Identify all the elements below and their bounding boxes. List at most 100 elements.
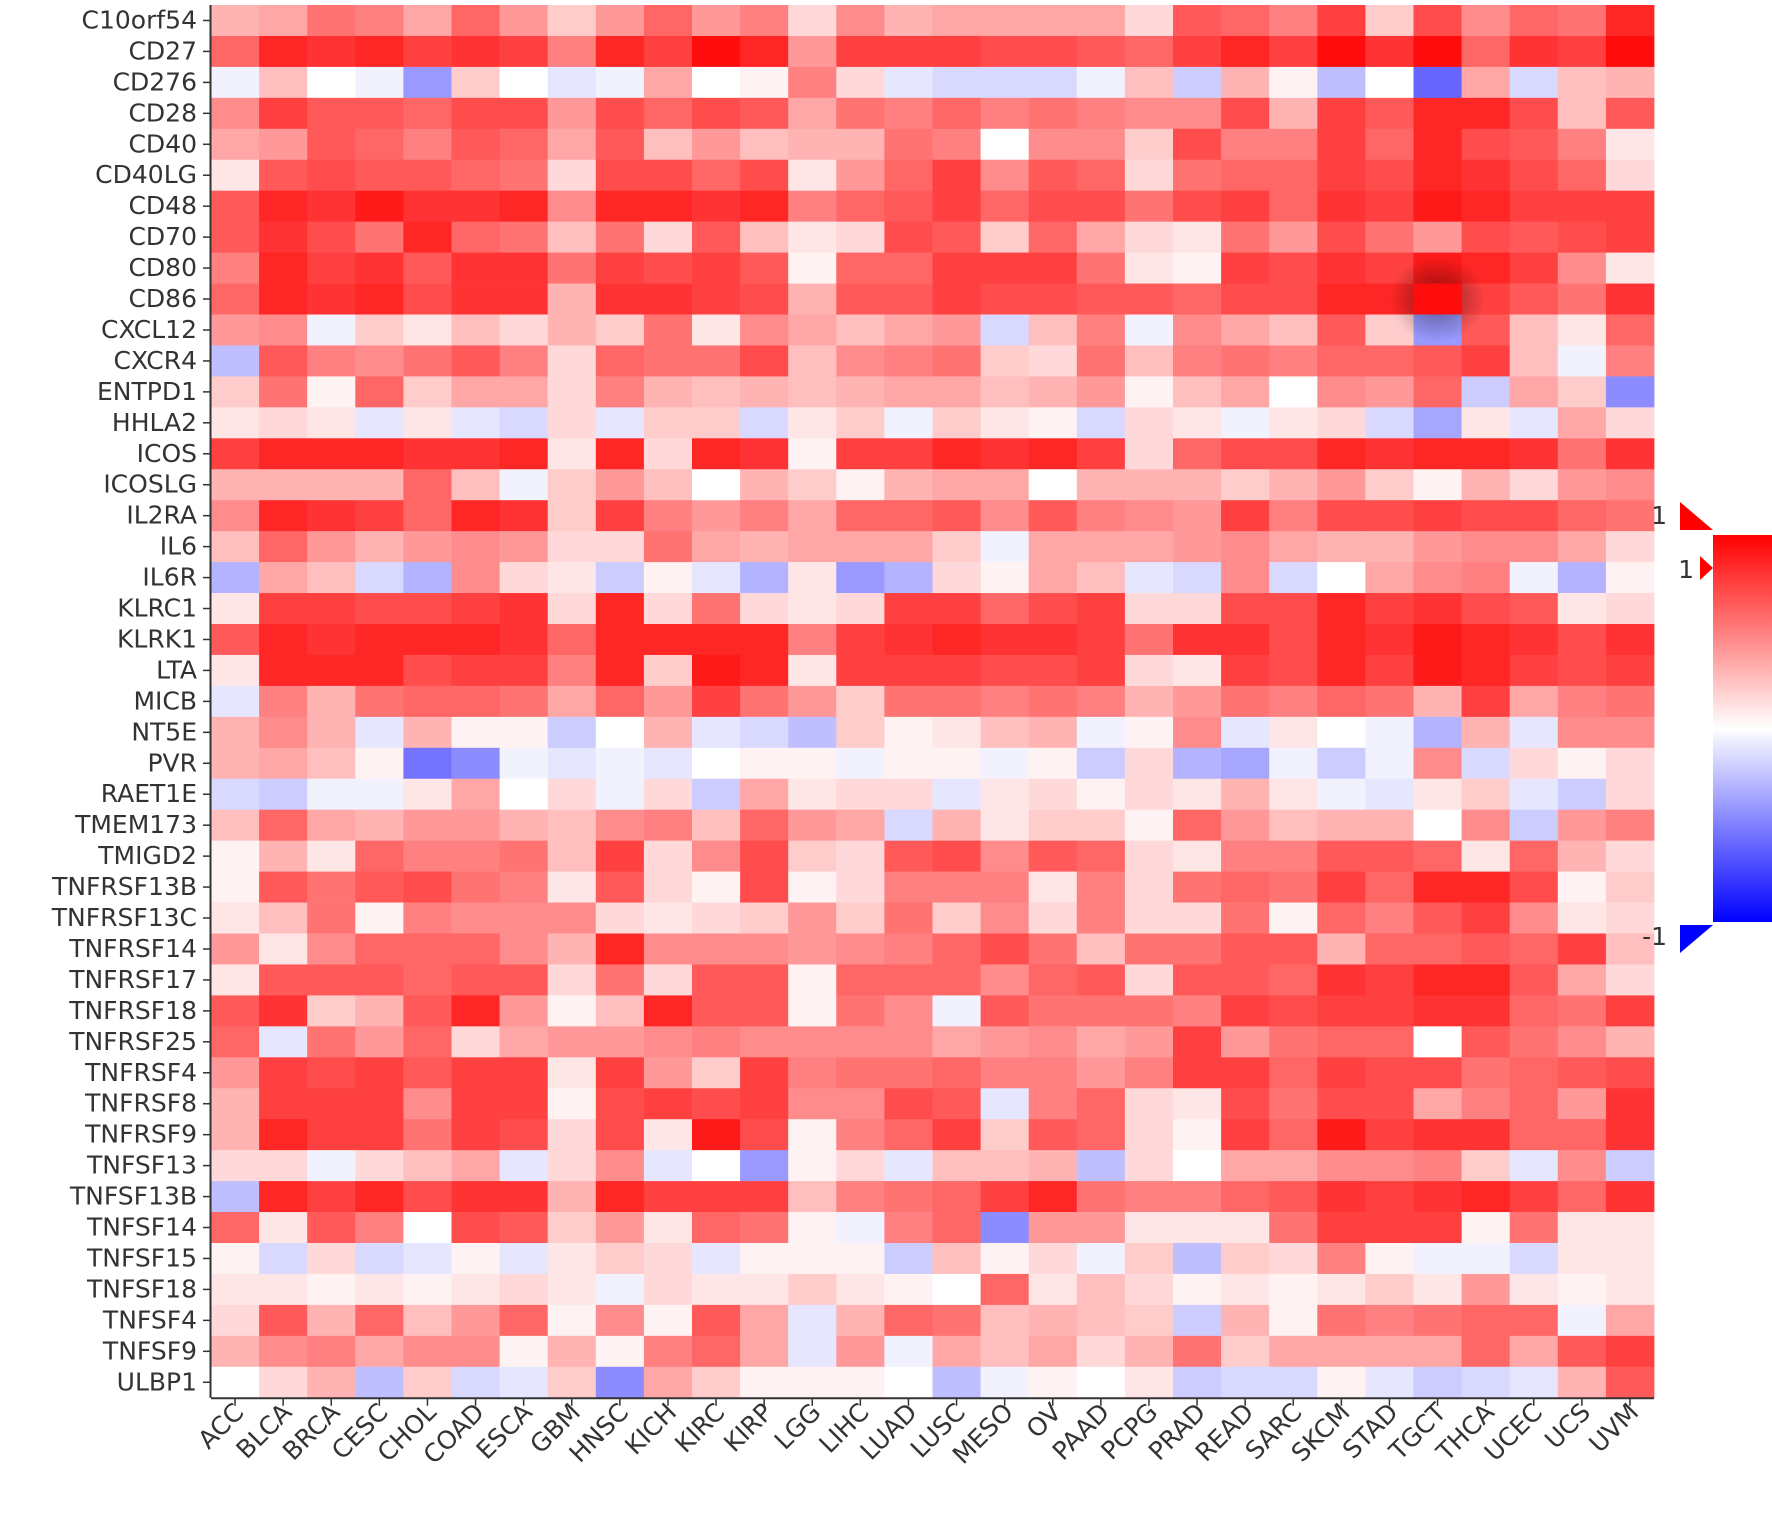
heatmap-cell[interactable]	[1173, 1212, 1222, 1244]
heatmap-cell[interactable]	[884, 1212, 933, 1244]
heatmap-cell[interactable]	[1269, 128, 1318, 161]
heatmap-cell[interactable]	[788, 933, 837, 965]
heatmap-cell[interactable]	[1461, 995, 1511, 1027]
heatmap-cell[interactable]	[451, 624, 501, 656]
heatmap-cell[interactable]	[1365, 159, 1414, 192]
heatmap-cell[interactable]	[643, 685, 693, 718]
heatmap-cell[interactable]	[259, 778, 308, 811]
heatmap-cell[interactable]	[1173, 531, 1222, 563]
heatmap-cell[interactable]	[307, 407, 356, 439]
heatmap-cell[interactable]	[740, 345, 789, 377]
heatmap-cell[interactable]	[547, 1335, 597, 1368]
heatmap-cell[interactable]	[1173, 685, 1222, 718]
heatmap-cell[interactable]	[547, 902, 597, 934]
heatmap-cell[interactable]	[499, 531, 549, 563]
heatmap-cell[interactable]	[595, 1119, 645, 1151]
heatmap-cell[interactable]	[1269, 778, 1318, 811]
heatmap-cell[interactable]	[307, 716, 356, 749]
heatmap-cell[interactable]	[259, 500, 308, 532]
heatmap-cell[interactable]	[307, 376, 356, 408]
heatmap-cell[interactable]	[788, 1304, 837, 1337]
heatmap-cell[interactable]	[1173, 871, 1222, 903]
heatmap-cell[interactable]	[595, 1212, 645, 1244]
heatmap-cell[interactable]	[884, 35, 933, 68]
heatmap-cell[interactable]	[1124, 66, 1174, 99]
heatmap-cell[interactable]	[307, 97, 356, 130]
heatmap-cell[interactable]	[1317, 221, 1366, 253]
heatmap-cell[interactable]	[1028, 1088, 1078, 1120]
heatmap-cell[interactable]	[1605, 747, 1655, 780]
heatmap-cell[interactable]	[1413, 1335, 1463, 1368]
heatmap-cell[interactable]	[980, 624, 1030, 656]
heatmap-cell[interactable]	[1461, 1335, 1511, 1368]
heatmap-cell[interactable]	[1269, 964, 1318, 996]
heatmap-cell[interactable]	[1461, 964, 1511, 996]
heatmap-cell[interactable]	[499, 747, 549, 780]
heatmap-cell[interactable]	[307, 995, 356, 1027]
heatmap-cell[interactable]	[980, 1366, 1030, 1399]
heatmap-cell[interactable]	[595, 624, 645, 656]
heatmap-cell[interactable]	[1173, 35, 1222, 68]
heatmap-cell[interactable]	[1461, 500, 1511, 532]
heatmap-cell[interactable]	[403, 562, 452, 594]
heatmap-cell[interactable]	[692, 97, 741, 130]
heatmap-cell[interactable]	[1269, 902, 1318, 934]
heatmap-cell[interactable]	[403, 97, 452, 130]
heatmap-cell[interactable]	[1509, 1026, 1559, 1058]
heatmap-cell[interactable]	[595, 283, 645, 315]
heatmap-cell[interactable]	[643, 654, 693, 687]
heatmap-cell[interactable]	[932, 1304, 982, 1337]
heatmap-cell[interactable]	[499, 128, 549, 161]
heatmap-cell[interactable]	[499, 1243, 549, 1275]
heatmap-cell[interactable]	[980, 778, 1030, 811]
heatmap-cell[interactable]	[1605, 716, 1655, 749]
heatmap-cell[interactable]	[1509, 66, 1559, 99]
heatmap-cell[interactable]	[980, 964, 1030, 996]
heatmap-cell[interactable]	[403, 1026, 452, 1058]
heatmap-cell[interactable]	[1317, 1212, 1366, 1244]
heatmap-cell[interactable]	[307, 190, 356, 223]
heatmap-cell[interactable]	[980, 1150, 1030, 1182]
heatmap-cell[interactable]	[1173, 66, 1222, 99]
heatmap-cell[interactable]	[1173, 252, 1222, 284]
heatmap-cell[interactable]	[1605, 500, 1655, 532]
heatmap-cell[interactable]	[1124, 1273, 1174, 1306]
heatmap-cell[interactable]	[1173, 345, 1222, 377]
heatmap-cell[interactable]	[1365, 500, 1414, 532]
heatmap-cell[interactable]	[740, 314, 789, 346]
heatmap-cell[interactable]	[1173, 624, 1222, 656]
heatmap-cell[interactable]	[980, 840, 1030, 872]
heatmap-cell[interactable]	[932, 995, 982, 1027]
heatmap-cell[interactable]	[499, 1026, 549, 1058]
heatmap-cell[interactable]	[836, 128, 885, 161]
heatmap-cell[interactable]	[1365, 778, 1414, 811]
heatmap-cell[interactable]	[788, 871, 837, 903]
heatmap-cell[interactable]	[499, 1212, 549, 1244]
heatmap-cell[interactable]	[355, 1366, 404, 1399]
heatmap-cell[interactable]	[692, 1026, 741, 1058]
heatmap-cell[interactable]	[980, 902, 1030, 934]
heatmap-cell[interactable]	[355, 995, 404, 1027]
heatmap-cell[interactable]	[451, 995, 501, 1027]
heatmap-cell[interactable]	[451, 66, 501, 99]
heatmap-cell[interactable]	[1413, 1088, 1463, 1120]
heatmap-cell[interactable]	[1365, 1212, 1414, 1244]
heatmap-cell[interactable]	[1028, 840, 1078, 872]
heatmap-cell[interactable]	[1557, 407, 1607, 439]
heatmap-cell[interactable]	[499, 716, 549, 749]
heatmap-cell[interactable]	[643, 376, 693, 408]
heatmap-cell[interactable]	[1365, 345, 1414, 377]
heatmap-cell[interactable]	[1557, 376, 1607, 408]
heatmap-cell[interactable]	[740, 685, 789, 718]
heatmap-cell[interactable]	[1173, 376, 1222, 408]
heatmap-cell[interactable]	[211, 190, 260, 223]
heatmap-cell[interactable]	[643, 190, 693, 223]
heatmap-cell[interactable]	[1028, 1273, 1078, 1306]
heatmap-cell[interactable]	[1173, 1273, 1222, 1306]
heatmap-cell[interactable]	[1413, 1026, 1463, 1058]
heatmap-cell[interactable]	[1605, 376, 1655, 408]
heatmap-cell[interactable]	[1365, 221, 1414, 253]
heatmap-cell[interactable]	[547, 97, 597, 130]
heatmap-cell[interactable]	[884, 314, 933, 346]
heatmap-cell[interactable]	[1124, 562, 1174, 594]
